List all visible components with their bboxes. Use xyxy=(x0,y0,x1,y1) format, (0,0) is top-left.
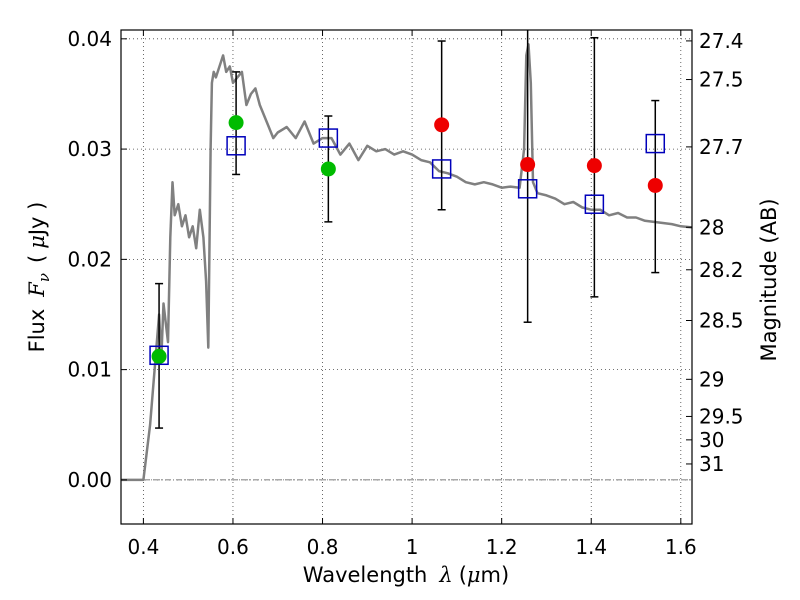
right-axis-label: Magnitude (AB) xyxy=(757,198,781,361)
magnitude-tick-label: 27.5 xyxy=(699,68,744,92)
green-point xyxy=(151,348,167,364)
magnitude-tick-label: 28.5 xyxy=(699,309,744,333)
x-tick-label: 1 xyxy=(406,535,419,559)
red-point xyxy=(647,177,663,193)
tick-label-layer: 0.4 0.6 0.8 1 1.2 1.4 1.6 0.00 0.01 0.02 0.03 0.04 2… xyxy=(67,27,743,559)
y-axis-label-subscript: ν xyxy=(35,273,53,282)
x-axis-label-unit-mu: μ xyxy=(467,563,481,587)
x-tick-label: 0.6 xyxy=(217,535,249,559)
model-spectrum-line xyxy=(121,43,693,482)
tick-layer xyxy=(121,30,692,524)
y-axis-label: Flux Fν ( μJy ) xyxy=(25,202,53,353)
y-tick-label: 0.01 xyxy=(67,358,112,382)
x-axis-label-symbol: λ xyxy=(438,563,452,587)
x-tick-label: 0.4 xyxy=(127,535,159,559)
magnitude-tick-label: 27.7 xyxy=(699,135,744,159)
y-axis-label-unit-rest: Jy ) xyxy=(25,202,49,238)
y-tick-label: 0.04 xyxy=(67,27,112,51)
green-point xyxy=(320,161,336,177)
model-layer xyxy=(121,43,693,482)
model-photometry-square xyxy=(149,345,169,366)
y-tick-label: 0.00 xyxy=(67,468,112,492)
model-photometry-square xyxy=(226,136,246,156)
red-point xyxy=(520,157,536,173)
y-axis-label-unit-open: ( xyxy=(25,255,49,263)
green-point xyxy=(228,115,244,131)
y-axis-label-unit-mu: μ xyxy=(25,235,49,249)
x-axis-label-unit-open: ( xyxy=(459,563,467,587)
model-photometry-square xyxy=(517,179,538,199)
red-point xyxy=(434,117,450,133)
model-photometry-square xyxy=(431,159,452,179)
y-tick-label: 0.03 xyxy=(67,137,112,161)
y-tick-label: 0.02 xyxy=(67,247,112,271)
x-axis-label-unit-rest: m) xyxy=(481,563,510,587)
magnitude-tick-label: 27.4 xyxy=(699,29,744,53)
magnitude-tick-label: 29.5 xyxy=(699,404,744,428)
x-axis-label-text: Wavelength xyxy=(303,563,428,587)
magnitude-tick-label: 29 xyxy=(699,367,724,391)
y-axis-label-symbol: F xyxy=(25,281,49,298)
model-photometry-square xyxy=(318,128,339,148)
marker-layer xyxy=(149,115,666,366)
x-tick-label: 1.4 xyxy=(575,535,607,559)
magnitude-tick-label: 28.2 xyxy=(699,258,744,282)
magnitude-tick-label: 31 xyxy=(699,452,724,476)
errorbar-layer xyxy=(155,30,660,429)
magnitude-tick-label: 28 xyxy=(699,215,724,239)
y-axis-label-text: Flux xyxy=(25,309,49,353)
x-tick-label: 0.8 xyxy=(307,535,339,559)
x-axis-label: Wavelength λ (μm) xyxy=(303,563,509,587)
model-photometry-square xyxy=(645,133,666,154)
x-tick-label: 1.2 xyxy=(486,535,518,559)
model-photometry-square xyxy=(584,194,605,214)
magnitude-tick-label: 30 xyxy=(699,428,724,452)
red-point xyxy=(586,158,602,174)
x-tick-label: 1.6 xyxy=(665,535,697,559)
plot-frame xyxy=(120,29,693,525)
